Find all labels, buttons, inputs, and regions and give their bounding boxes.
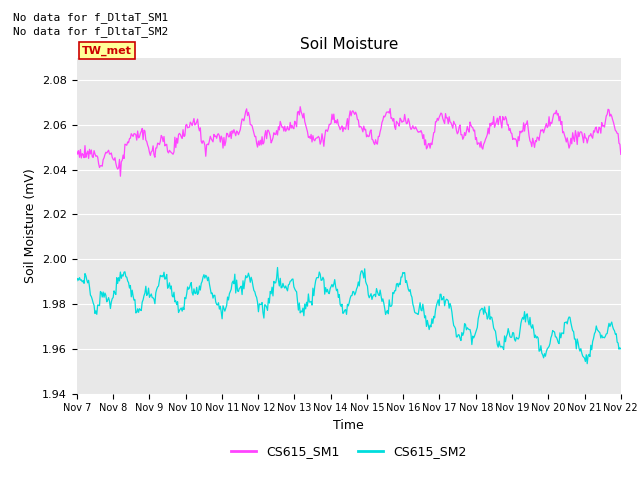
CS615_SM1 [170,149,178,155]
CS615_SM1 [214,132,221,137]
CS615_SM2 [583,361,591,367]
CS615_SM2 [274,264,282,270]
CS615_SM2 [483,316,491,322]
CS615_SM1 [484,125,492,131]
CS615_SM1 [296,104,304,109]
Text: TW_met: TW_met [82,46,132,56]
CS615_SM2 [213,301,221,307]
Title: Soil Moisture: Soil Moisture [300,37,398,52]
Y-axis label: Soil Moisture (mV): Soil Moisture (mV) [24,168,36,283]
CS615_SM1 [396,123,403,129]
Line: CS615_SM2: CS615_SM2 [77,267,621,364]
Legend: CS615_SM1, CS615_SM2: CS615_SM1, CS615_SM2 [226,440,472,463]
CS615_SM2 [320,276,328,282]
Line: CS615_SM1: CS615_SM1 [77,107,621,176]
CS615_SM2 [73,278,81,284]
X-axis label: Time: Time [333,419,364,432]
CS615_SM1 [73,148,81,154]
CS615_SM1 [321,134,328,140]
Text: No data for f_DltaT_SM1: No data for f_DltaT_SM1 [13,12,168,23]
CS615_SM2 [437,291,445,297]
CS615_SM1 [116,173,124,179]
CS615_SM1 [438,111,445,117]
CS615_SM2 [169,294,177,300]
CS615_SM2 [617,346,625,352]
Text: No data for f_DltaT_SM2: No data for f_DltaT_SM2 [13,26,168,37]
CS615_SM1 [617,152,625,157]
CS615_SM2 [394,284,402,290]
